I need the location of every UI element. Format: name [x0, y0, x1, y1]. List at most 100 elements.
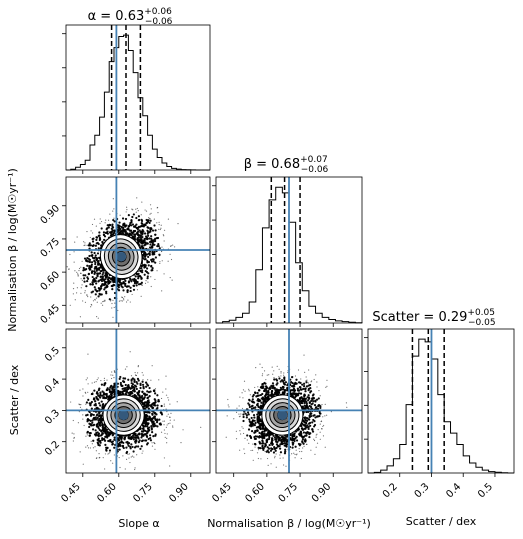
- joint-alpha-scatter-point: [142, 374, 144, 376]
- joint-alpha-beta-point: [100, 227, 103, 230]
- joint-beta-scatter-point: [263, 370, 266, 372]
- joint-alpha-scatter-point: [71, 432, 73, 434]
- joint-alpha-scatter-point: [153, 441, 155, 444]
- joint-alpha-scatter-point: [163, 457, 166, 459]
- joint-alpha-beta-point: [84, 290, 86, 292]
- joint-alpha-scatter-point: [108, 390, 111, 394]
- joint-alpha-beta-point: [87, 257, 90, 260]
- joint-alpha-scatter-point: [131, 445, 134, 449]
- joint-beta-scatter-point: [271, 382, 275, 385]
- joint-alpha-scatter-point: [103, 392, 107, 396]
- joint-beta-scatter-point: [273, 447, 276, 450]
- joint-alpha-beta-point: [151, 229, 155, 232]
- joint-alpha-scatter-point: [122, 377, 125, 380]
- joint-alpha-beta-point: [90, 230, 92, 232]
- joint-alpha-scatter-point: [98, 457, 100, 459]
- joint-alpha-beta-point: [140, 245, 143, 248]
- joint-alpha-beta-point: [95, 267, 98, 270]
- joint-alpha-beta-point: [112, 198, 114, 200]
- joint-alpha-beta-point: [137, 272, 140, 275]
- joint-alpha-beta-point: [111, 307, 113, 309]
- joint-alpha-beta-point: [92, 300, 95, 302]
- joint-beta-scatter-point: [301, 428, 305, 431]
- joint-alpha-beta-point: [156, 222, 158, 224]
- joint-alpha-beta-point: [77, 275, 79, 277]
- joint-alpha-scatter-point: [164, 436, 166, 438]
- joint-beta-scatter-point: [297, 442, 301, 446]
- joint-alpha-scatter-point: [108, 388, 111, 391]
- joint-alpha-scatter-point: [110, 377, 113, 380]
- joint-alpha-beta-point: [143, 232, 147, 235]
- joint-alpha-scatter-point: [137, 365, 140, 367]
- joint-beta-scatter-point: [250, 416, 253, 420]
- joint-alpha-beta-ytick-label: 0.45: [39, 303, 63, 327]
- hist-scatter-panel: [364, 329, 514, 474]
- joint-alpha-beta-point: [88, 244, 91, 247]
- joint-alpha-beta-point: [96, 290, 99, 293]
- joint-alpha-beta-point: [96, 252, 100, 255]
- joint-beta-scatter-point: [255, 367, 257, 369]
- joint-beta-scatter-point: [261, 444, 264, 447]
- joint-alpha-scatter-point: [86, 434, 88, 436]
- joint-beta-scatter-point: [306, 379, 308, 381]
- joint-alpha-scatter-point: [149, 439, 153, 442]
- joint-alpha-scatter-point: [108, 452, 110, 455]
- joint-alpha-scatter-point: [92, 413, 95, 417]
- joint-alpha-scatter-point: [158, 379, 160, 381]
- joint-alpha-scatter-xtick-label: 0.45: [59, 481, 83, 505]
- joint-beta-scatter-point: [259, 435, 263, 439]
- joint-alpha-beta-point: [100, 287, 103, 290]
- joint-alpha-scatter-point: [101, 394, 104, 397]
- joint-alpha-scatter-point: [152, 420, 155, 423]
- joint-alpha-scatter-point: [143, 396, 146, 399]
- joint-alpha-beta-point: [99, 270, 102, 273]
- joint-alpha-beta-point: [136, 197, 138, 199]
- joint-beta-scatter-point: [290, 385, 294, 388]
- joint-alpha-scatter-point: [79, 451, 81, 453]
- joint-alpha-scatter-point: [151, 365, 153, 367]
- joint-alpha-scatter-point: [169, 403, 171, 405]
- joint-beta-scatter-point: [294, 445, 297, 448]
- joint-alpha-beta-point: [122, 298, 125, 300]
- joint-alpha-scatter-point: [109, 451, 111, 453]
- joint-alpha-beta-point: [130, 224, 133, 227]
- joint-alpha-scatter-point: [144, 394, 147, 397]
- joint-alpha-beta-point: [129, 301, 131, 303]
- joint-beta-scatter-point: [280, 371, 282, 373]
- joint-alpha-scatter-point: [96, 379, 98, 381]
- joint-beta-scatter-point: [267, 464, 269, 466]
- joint-alpha-beta-point: [74, 299, 76, 301]
- joint-beta-scatter-point: [242, 432, 245, 435]
- joint-alpha-scatter-point: [154, 388, 157, 390]
- joint-alpha-scatter-point: [82, 395, 84, 397]
- joint-alpha-beta-point: [141, 271, 144, 274]
- joint-alpha-scatter-point: [144, 433, 147, 436]
- joint-beta-scatter-point: [248, 403, 251, 407]
- joint-alpha-scatter-xtick-label: 0.75: [131, 481, 155, 505]
- joint-alpha-beta-point: [154, 278, 156, 281]
- joint-beta-scatter-point: [309, 424, 312, 427]
- joint-alpha-scatter-point: [99, 404, 102, 407]
- joint-beta-scatter-point: [278, 368, 280, 370]
- joint-alpha-scatter-point: [96, 434, 99, 437]
- joint-alpha-beta-point: [102, 278, 105, 281]
- joint-alpha-beta-point: [58, 255, 59, 256]
- joint-alpha-beta-point: [124, 217, 128, 221]
- joint-alpha-beta-point: [127, 281, 131, 284]
- joint-alpha-beta-point: [124, 284, 127, 288]
- joint-alpha-beta-point: [147, 272, 150, 275]
- joint-beta-scatter-point: [257, 449, 260, 451]
- joint-alpha-beta-point: [163, 273, 165, 275]
- joint-beta-scatter-point: [257, 386, 259, 388]
- joint-beta-scatter-point: [319, 395, 321, 397]
- joint-alpha-beta-point: [102, 283, 106, 287]
- joint-alpha-beta-point: [141, 232, 144, 235]
- joint-alpha-beta-point: [140, 218, 143, 221]
- joint-alpha-scatter-point: [163, 405, 166, 407]
- joint-alpha-scatter-point: [96, 457, 98, 459]
- joint-beta-scatter-point: [268, 443, 271, 447]
- joint-beta-scatter-point: [241, 407, 244, 410]
- joint-alpha-scatter-point: [73, 437, 75, 439]
- joint-beta-scatter-point: [248, 405, 251, 409]
- joint-alpha-beta-point: [137, 277, 140, 280]
